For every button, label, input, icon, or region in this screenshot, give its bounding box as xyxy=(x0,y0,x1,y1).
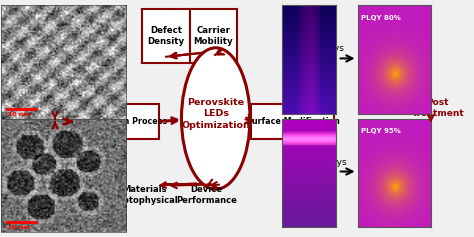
Text: 15 days: 15 days xyxy=(311,158,347,167)
Ellipse shape xyxy=(182,48,250,189)
Text: Defect
Density: Defect Density xyxy=(147,26,185,46)
Text: Carrier
Mobility: Carrier Mobility xyxy=(193,26,233,46)
Text: Surface Modification: Surface Modification xyxy=(246,117,339,126)
Text: Crystallization Process: Crystallization Process xyxy=(64,117,167,126)
Text: Perovskite
LEDs
Optimization: Perovskite LEDs Optimization xyxy=(182,98,250,130)
Text: 5 days: 5 days xyxy=(314,45,344,54)
Text: PEABr
CsBr: PEABr CsBr xyxy=(39,108,71,127)
Text: Post
Treatment: Post Treatment xyxy=(411,98,464,118)
FancyBboxPatch shape xyxy=(72,104,159,139)
Text: Materials
Photophysical: Materials Photophysical xyxy=(111,185,178,205)
FancyBboxPatch shape xyxy=(251,104,334,139)
FancyBboxPatch shape xyxy=(143,9,190,63)
FancyBboxPatch shape xyxy=(190,9,237,63)
Text: Device
Performance: Device Performance xyxy=(176,185,237,205)
